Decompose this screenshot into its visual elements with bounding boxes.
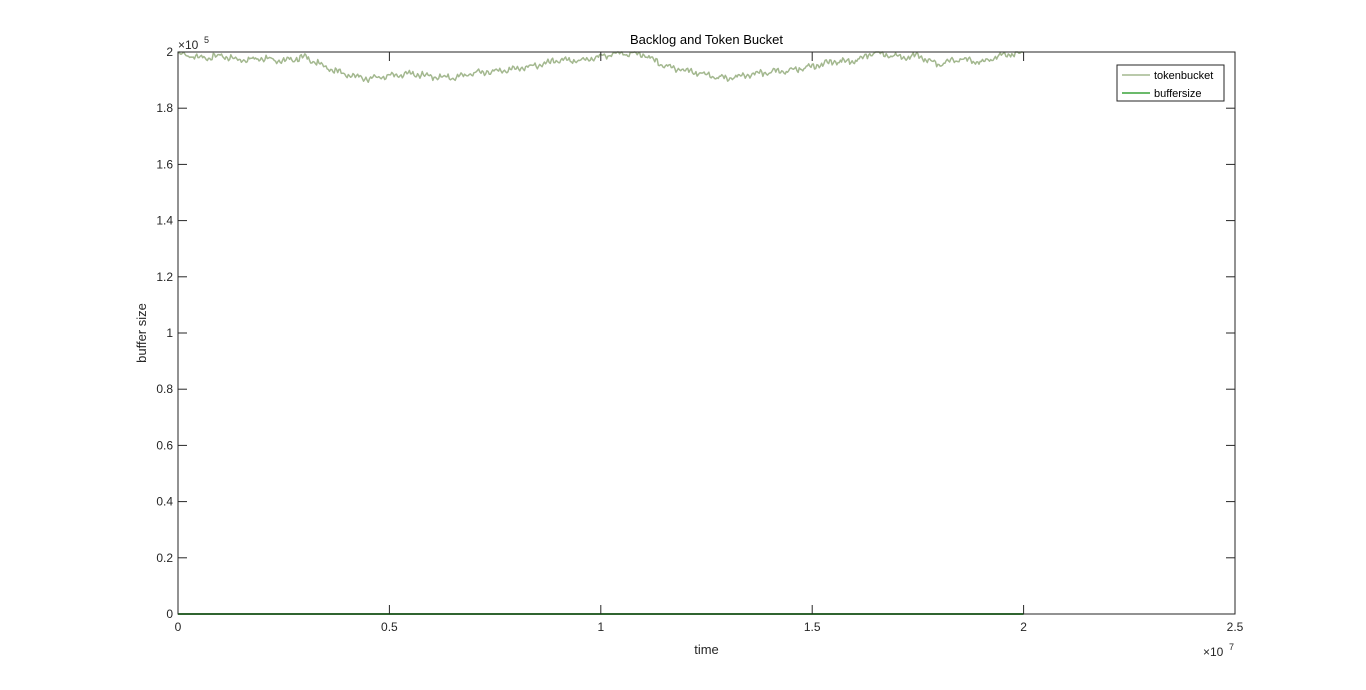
ticks-layer: 0 0.5 1 1.5 2 2.5 0 0.2 0.4 0.6 0.8 1 1.2 1.4 1.6 1.8 2 — [156, 45, 1243, 634]
y-exponent-label: ×10 5 — [178, 35, 209, 52]
chart-title: Backlog and Token Bucket — [630, 32, 783, 47]
y-tick-label: 1.4 — [156, 214, 173, 228]
legend-label-buffersize: buffersize — [1154, 88, 1202, 100]
x-axis-title: time — [694, 642, 719, 657]
x-exponent-base: ×10 — [1203, 645, 1224, 659]
y-tick-label: 0.4 — [156, 495, 173, 509]
y-exponent-base: ×10 — [178, 38, 199, 52]
y-tick-label: 0.2 — [156, 551, 173, 565]
legend: tokenbucket buffersize — [1116, 64, 1225, 102]
y-tick-label: 0.8 — [156, 382, 173, 396]
y-tick-label: 1.6 — [156, 157, 173, 171]
y-tick-label: 2 — [166, 45, 173, 59]
x-tick-label: 1 — [597, 620, 604, 634]
plot-area — [178, 52, 1235, 614]
y-tick-label: 1 — [166, 326, 173, 340]
y-tick-label: 0.6 — [156, 438, 173, 452]
y-tick-label: 1.2 — [156, 270, 173, 284]
y-tick-label: 0 — [166, 607, 173, 621]
x-tick-label: 2 — [1020, 620, 1027, 634]
x-exponent-label: ×10 7 — [1203, 642, 1234, 659]
x-tick-label: 0.5 — [381, 620, 398, 634]
x-tick-label: 0 — [175, 620, 182, 634]
x-tick-label: 1.5 — [804, 620, 821, 634]
y-exponent-power: 5 — [204, 35, 209, 45]
y-axis-title: buffer size — [134, 303, 149, 363]
x-tick-label: 2.5 — [1227, 620, 1244, 634]
x-exponent-power: 7 — [1229, 642, 1234, 652]
legend-box — [1116, 64, 1225, 102]
y-tick-label: 1.8 — [156, 101, 173, 115]
legend-label-tokenbucket: tokenbucket — [1154, 70, 1213, 82]
